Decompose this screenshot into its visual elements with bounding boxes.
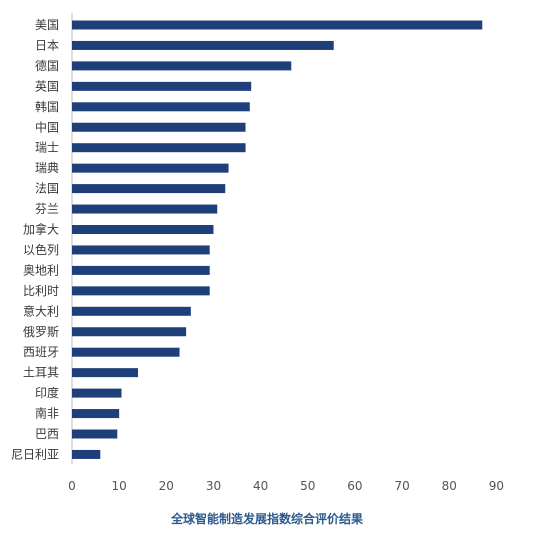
bar-13 xyxy=(72,286,210,296)
category-label: 尼日利亚 xyxy=(11,447,59,461)
x-tick-label: 0 xyxy=(68,479,76,493)
category-label: 以色列 xyxy=(23,243,59,257)
bar-4 xyxy=(72,102,250,112)
bar-1 xyxy=(72,40,334,50)
bar-12 xyxy=(72,265,210,275)
bar-18 xyxy=(72,388,122,398)
bar-0 xyxy=(72,20,483,30)
category-label: 美国 xyxy=(35,18,59,32)
category-label: 俄罗斯 xyxy=(23,325,59,339)
x-tick-label: 60 xyxy=(347,479,362,493)
x-tick-label: 90 xyxy=(489,479,504,493)
category-label: 奥地利 xyxy=(23,263,59,277)
category-label: 西班牙 xyxy=(23,345,59,359)
bar-14 xyxy=(72,306,191,316)
category-label: 巴西 xyxy=(35,427,59,441)
x-tick-label: 40 xyxy=(253,479,268,493)
category-label: 比利时 xyxy=(23,284,59,298)
bar-9 xyxy=(72,204,218,214)
x-axis-title: 全球智能制造发展指数综合评价结果 xyxy=(170,512,363,526)
category-label: 印度 xyxy=(35,385,59,400)
bar-6 xyxy=(72,143,246,153)
category-label: 法国 xyxy=(35,182,59,196)
x-tick-labels: 0 10 20 30 40 50 60 70 80 90 xyxy=(68,479,504,493)
category-label: 日本 xyxy=(35,38,59,52)
category-label: 德国 xyxy=(35,58,59,73)
bar-16 xyxy=(72,347,180,357)
bar-19 xyxy=(72,409,120,419)
category-label: 中国 xyxy=(35,119,59,134)
bar-15 xyxy=(72,327,187,337)
bar-11 xyxy=(72,245,210,255)
bar-3 xyxy=(72,81,252,91)
x-tick-label: 50 xyxy=(300,479,315,493)
category-label: 南非 xyxy=(35,406,59,421)
category-label: 加拿大 xyxy=(23,222,59,237)
bar-21 xyxy=(72,449,101,459)
category-label: 英国 xyxy=(35,79,59,93)
category-label: 土耳其 xyxy=(23,366,59,380)
x-tick-label: 20 xyxy=(159,479,174,493)
bar-17 xyxy=(72,368,139,378)
bar-5 xyxy=(72,122,246,132)
bar-7 xyxy=(72,163,229,173)
x-tick-label: 30 xyxy=(206,479,221,493)
x-tick-label: 80 xyxy=(442,479,457,493)
bar-2 xyxy=(72,61,292,71)
category-label: 瑞士 xyxy=(35,141,59,155)
category-labels: 美国日本德国英国韩国中国瑞士瑞典法国芬兰加拿大以色列奥地利比利时意大利俄罗斯西班… xyxy=(11,18,59,461)
category-label: 芬兰 xyxy=(35,202,59,216)
category-label: 韩国 xyxy=(35,99,59,114)
bars xyxy=(72,20,483,459)
x-tick-label: 10 xyxy=(112,479,127,493)
category-label: 意大利 xyxy=(23,303,59,318)
x-tick-label: 70 xyxy=(394,479,409,493)
bar-20 xyxy=(72,429,118,439)
category-label: 瑞典 xyxy=(35,161,59,175)
bar-10 xyxy=(72,225,214,234)
bar-8 xyxy=(72,184,226,194)
